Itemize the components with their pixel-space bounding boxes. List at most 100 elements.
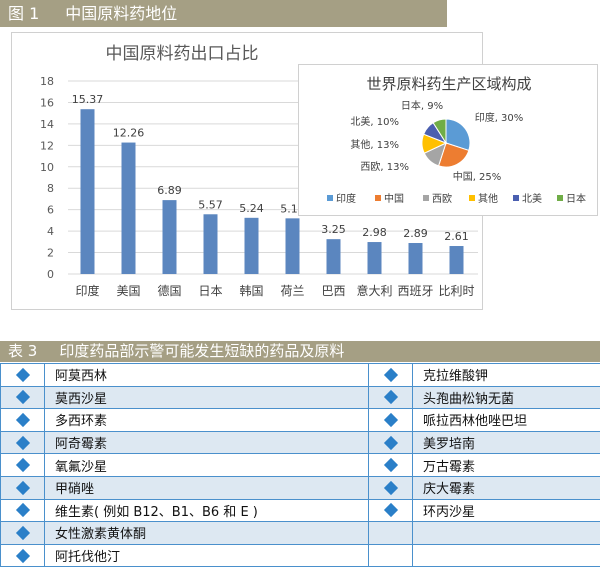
table-row: 莫西沙星 头孢曲松钠无菌 <box>1 386 600 409</box>
x-tick-label: 韩国 <box>239 283 263 298</box>
table-row: 阿莫西林克拉维酸钾 <box>1 364 600 387</box>
table-row: 阿托伐他汀 <box>1 544 600 567</box>
pie-slice-label: 日本, 9% <box>401 99 443 112</box>
y-tick-label: 6 <box>47 204 54 217</box>
bullet-cell <box>369 544 413 567</box>
drug-shortage-table: 阿莫西林克拉维酸钾莫西沙星 头孢曲松钠无菌多西环素 哌拉西林他唑巴坦阿奇霉素 美罗培南… <box>0 363 600 567</box>
y-tick-label: 12 <box>40 139 54 152</box>
bullet-cell <box>1 364 45 387</box>
legend-label: 北美 <box>522 192 542 205</box>
legend-label: 中国 <box>384 192 404 205</box>
bullet-cell <box>1 522 45 545</box>
bar <box>409 243 423 274</box>
drug-name-cell: 环丙沙星 <box>413 499 600 522</box>
x-tick-label: 比利时 <box>438 284 474 298</box>
bar-chart-title: 中国原料药出口占比 <box>106 44 259 64</box>
drug-name-cell: 女性激素黄体酮 <box>45 522 369 545</box>
drug-name-cell: 阿托伐他汀 <box>45 544 369 567</box>
bar <box>163 200 177 274</box>
bar-value-label: 2.98 <box>362 226 387 239</box>
x-tick-label: 荷兰 <box>280 284 304 298</box>
diamond-bullet-icon <box>15 503 29 517</box>
drug-name-cell: 庆大霉素 <box>413 476 600 499</box>
bullet-cell <box>369 386 413 409</box>
pie-slice-label: 其他, 13% <box>350 138 399 151</box>
pie-slice-label: 西欧, 13% <box>360 161 409 173</box>
bullet-cell <box>1 386 45 409</box>
legend-label: 印度 <box>336 192 356 205</box>
diamond-bullet-icon <box>15 458 29 472</box>
legend-swatch <box>557 195 563 201</box>
x-tick-label: 意大利 <box>356 283 392 298</box>
legend-swatch <box>327 195 333 201</box>
drug-name-cell: 哌拉西林他唑巴坦 <box>413 409 600 432</box>
drug-name-cell: 万古霉素 <box>413 454 600 477</box>
legend-swatch <box>423 195 429 201</box>
diamond-bullet-icon <box>383 413 397 427</box>
drug-name-cell: 阿奇霉素 <box>45 431 369 454</box>
diamond-bullet-icon <box>383 503 397 517</box>
diamond-bullet-icon <box>15 436 29 450</box>
bullet-cell <box>1 499 45 522</box>
bullet-cell <box>1 431 45 454</box>
bar-value-label: 5.57 <box>198 198 223 211</box>
table-row: 女性激素黄体酮 <box>1 522 600 545</box>
bar-value-label: 5.24 <box>239 202 264 215</box>
bar-value-label: 2.61 <box>444 230 469 243</box>
bar <box>368 242 382 274</box>
bar <box>450 246 464 274</box>
bullet-cell <box>369 364 413 387</box>
table-title: 印度药品部示警可能发生短缺的药品及原料 <box>59 342 344 360</box>
legend-label: 日本 <box>566 192 586 205</box>
x-tick-label: 德国 <box>157 283 181 298</box>
bar-value-label: 12.26 <box>113 127 145 140</box>
bar <box>245 218 259 274</box>
table-header: 表 3 印度药品部示警可能发生短缺的药品及原料 <box>0 341 600 362</box>
y-tick-label: 18 <box>40 75 54 88</box>
legend-swatch <box>469 195 475 201</box>
bullet-cell <box>369 476 413 499</box>
drug-name-cell <box>413 544 600 567</box>
drug-name-cell: 头孢曲松钠无菌 <box>413 386 600 409</box>
bar-value-label: 6.89 <box>157 184 182 197</box>
diamond-bullet-icon <box>383 481 397 495</box>
bar <box>327 239 341 274</box>
table-row: 甲硝唑庆大霉素 <box>1 476 600 499</box>
bullet-cell <box>369 499 413 522</box>
diamond-bullet-icon <box>383 368 397 382</box>
drug-name-cell: 莫西沙星 <box>45 386 369 409</box>
pie-chart-title: 世界原料药生产区域构成 <box>366 75 531 93</box>
drug-name-cell: 克拉维酸钾 <box>413 364 600 387</box>
x-tick-label: 西班牙 <box>397 284 433 298</box>
diamond-bullet-icon <box>383 548 397 562</box>
y-tick-label: 0 <box>47 268 54 281</box>
diamond-bullet-icon <box>15 548 29 562</box>
diamond-bullet-icon <box>383 458 397 472</box>
diamond-bullet-icon <box>383 436 397 450</box>
table-row: 多西环素 哌拉西林他唑巴坦 <box>1 409 600 432</box>
bullet-cell <box>1 544 45 567</box>
pie-slice-label: 印度, 30% <box>475 111 524 124</box>
drug-name-cell <box>413 522 600 545</box>
bullet-cell <box>369 522 413 545</box>
pie-chart: 世界原料药生产区域构成 印度, 30%中国, 25%西欧, 13%其他, 13%… <box>299 65 599 217</box>
pie-slice-label: 北美, 10% <box>350 115 399 128</box>
table-label: 表 3 <box>8 342 37 360</box>
bullet-cell <box>1 476 45 499</box>
bullet-cell <box>369 454 413 477</box>
diamond-bullet-icon <box>15 413 29 427</box>
bullet-cell <box>369 431 413 454</box>
legend-label: 西欧 <box>432 193 452 205</box>
drug-name-cell: 美罗培南 <box>413 431 600 454</box>
diamond-bullet-icon <box>15 526 29 540</box>
diamond-bullet-icon <box>383 390 397 404</box>
bar <box>286 218 300 274</box>
y-tick-label: 16 <box>40 96 54 109</box>
drug-name-cell: 多西环素 <box>45 409 369 432</box>
x-tick-label: 日本 <box>198 284 222 298</box>
y-tick-label: 14 <box>40 118 54 131</box>
bar <box>204 214 218 274</box>
legend-swatch <box>375 195 381 201</box>
bullet-cell <box>369 409 413 432</box>
